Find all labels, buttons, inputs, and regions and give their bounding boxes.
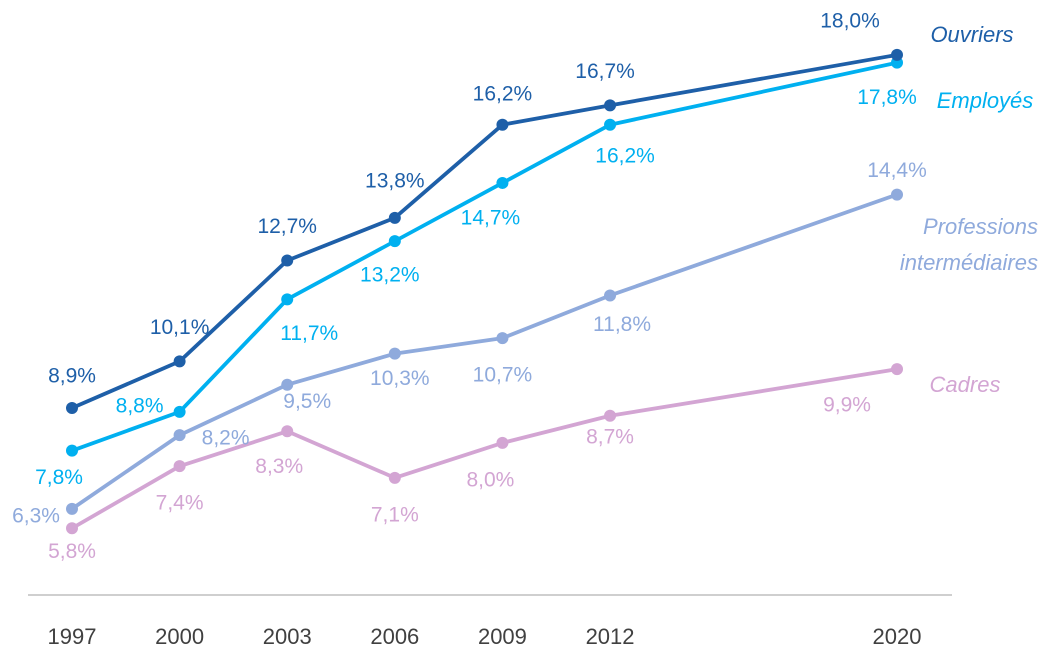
x-axis-tick-label: 2000 <box>155 624 204 649</box>
series-label: Cadres <box>930 372 1001 397</box>
data-label: 8,0% <box>466 468 514 491</box>
data-point <box>281 378 294 391</box>
data-point <box>173 355 186 368</box>
data-label: 10,7% <box>473 364 533 387</box>
data-point <box>496 176 509 189</box>
data-label: 16,2% <box>473 82 533 105</box>
data-label: 11,8% <box>593 313 651 336</box>
data-point <box>891 48 903 61</box>
data-point <box>388 347 401 360</box>
data-point <box>388 211 401 224</box>
data-point <box>604 99 617 112</box>
data-label: 6,3% <box>12 504 60 527</box>
data-label: 13,2% <box>360 264 420 287</box>
data-point <box>891 188 903 201</box>
data-point <box>891 363 903 376</box>
series-label: Professions <box>923 214 1038 239</box>
data-point <box>604 118 617 131</box>
series-line <box>70 60 899 453</box>
data-label: 8,9% <box>48 365 96 388</box>
data-label: 10,1% <box>150 316 210 339</box>
series-label: Ouvriers <box>930 22 1013 47</box>
series-line <box>70 53 899 410</box>
series-employes: 7,8% 8,8% 11,7% 13,2% 14,7% 16,2% 17,8% Employé… <box>35 56 1034 489</box>
data-point <box>281 293 294 306</box>
data-label: 16,7% <box>575 60 635 83</box>
data-label: 8,3% <box>255 455 303 478</box>
x-axis-tick-label: 2012 <box>586 624 635 649</box>
data-point <box>66 401 78 414</box>
data-point <box>66 502 78 515</box>
data-label: 7,4% <box>156 492 204 515</box>
data-label: 7,8% <box>35 466 83 489</box>
x-axis-tick-label: 2009 <box>478 624 527 649</box>
data-point <box>496 118 509 131</box>
data-point <box>604 289 617 302</box>
data-label: 14,4% <box>867 159 927 182</box>
data-label: 12,7% <box>257 215 317 238</box>
data-point <box>281 254 294 267</box>
x-axis-tick-label: 2006 <box>370 624 419 649</box>
data-label: 8,8% <box>116 394 164 417</box>
data-point <box>173 429 186 442</box>
data-label: 9,5% <box>283 390 331 413</box>
data-label: 14,7% <box>461 206 521 229</box>
x-axis-tick-label: 1997 <box>48 624 97 649</box>
data-label: 18,0% <box>820 9 880 32</box>
data-label: 5,8% <box>48 540 96 563</box>
data-label: 17,8% <box>857 86 917 109</box>
data-label: 9,9% <box>823 394 871 417</box>
x-axis-tick-label: 2003 <box>263 624 312 649</box>
data-label: 7,1% <box>371 503 419 526</box>
data-label: 11,7% <box>280 322 338 345</box>
series-cadres: 5,8% 7,4% 8,3% 7,1% 8,0% 8,7% 9,9% Cadres <box>48 363 1000 563</box>
data-point <box>281 425 294 438</box>
data-point <box>388 235 401 248</box>
data-point <box>66 522 78 535</box>
data-label: 13,8% <box>365 169 425 192</box>
data-point <box>604 409 617 422</box>
data-point <box>388 471 401 484</box>
data-label: 8,7% <box>586 425 634 448</box>
data-point <box>66 444 78 457</box>
data-point <box>496 436 509 449</box>
data-point <box>496 332 509 345</box>
series-professions-intermediaires: 6,3% 8,2% 9,5% 10,3% 10,7% 11,8% 14,4% Professi… <box>12 159 1038 527</box>
data-label: 16,2% <box>595 144 655 167</box>
data-label: 8,2% <box>202 427 250 450</box>
series-label: intermédiaires <box>900 250 1038 275</box>
data-point <box>173 405 186 418</box>
series-ouvriers: 8,9% 10,1% 12,7% 13,8% 16,2% 16,7% 18,0% Ouvrie… <box>48 9 1014 414</box>
data-label: 10,3% <box>370 367 430 390</box>
x-axis-tick-label: 2020 <box>873 624 922 649</box>
data-point <box>173 460 186 473</box>
series-label: Employés <box>937 88 1034 113</box>
